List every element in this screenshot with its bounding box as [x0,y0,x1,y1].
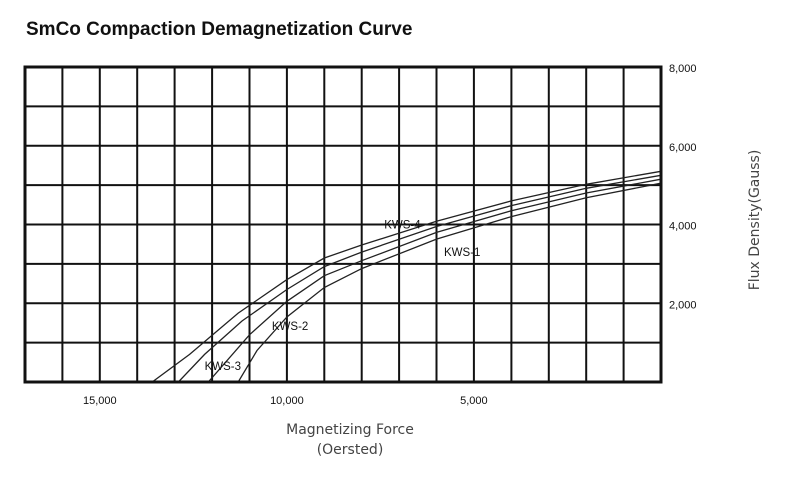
x-tick-label: 10,000 [270,395,304,407]
series-label-kws-3: KWS-3 [205,361,241,373]
y-axis-label: Flux Density(Gauss) [747,150,763,291]
series-line-kws-2 [207,178,662,383]
plot-frame [23,65,663,384]
chart-title: SmCo Compaction Demagnetization Curve [26,19,412,40]
y-tick-label: 8,000 [669,63,697,75]
chart-series-labels: KWS-1 KWS-2 KWS-3 KWS-4 [205,219,481,373]
series-label-kws-2: KWS-2 [272,321,308,333]
series-label-kws-4: KWS-4 [384,219,421,231]
y-tick-label: 4,000 [669,221,697,233]
series-line-kws-4 [151,170,662,383]
x-axis-label-line1: Magnetizing Force [286,422,414,438]
chart-tick-labels: 15,000 10,000 5,000 8,000 6,000 4,000 2,000 [83,63,697,407]
x-axis-label-line2: (Oersted) [317,442,384,458]
chart-series-lines [151,170,662,383]
y-tick-label: 6,000 [669,142,697,154]
series-line-kws-3 [177,174,662,383]
series-line-kws-1 [237,182,662,383]
x-tick-label: 15,000 [83,395,117,407]
series-label-kws-1: KWS-1 [444,247,480,259]
y-tick-label: 2,000 [669,299,697,311]
chart-grid [25,67,661,382]
x-tick-label: 5,000 [460,395,488,407]
